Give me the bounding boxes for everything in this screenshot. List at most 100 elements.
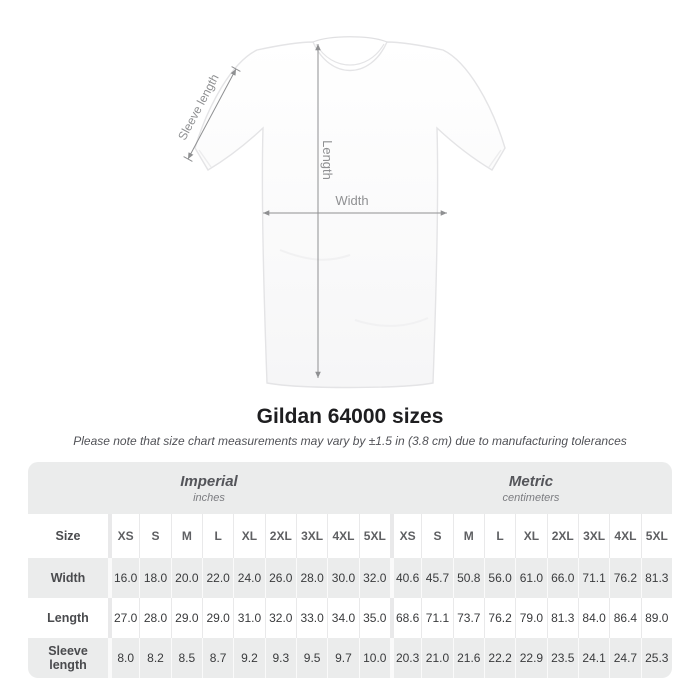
table-cell: 21.0 <box>421 638 453 678</box>
metric-group-header: Metric centimeters <box>389 462 672 514</box>
metric-unit-label: centimeters <box>502 491 560 504</box>
table-cell: 9.5 <box>295 638 328 678</box>
table-row-sleeve-length: Sleeve length 8.0 8.2 8.5 8.7 9.2 9.3 9.… <box>28 638 672 678</box>
table-row-width: Width 16.0 18.0 20.0 22.0 24.0 26.0 28.0… <box>28 558 672 598</box>
table-cell: 20.0 <box>170 558 202 598</box>
size-col-header: XL <box>233 514 265 558</box>
size-col-header: XS <box>108 514 140 558</box>
table-cell: 31.0 <box>233 598 265 638</box>
table-cell: 22.9 <box>515 638 547 678</box>
fabric-wrinkle <box>354 317 429 327</box>
length-label: Length <box>320 140 335 180</box>
size-col-header: M <box>452 514 484 558</box>
size-col-header: S <box>139 514 171 558</box>
table-cell: 71.1 <box>577 558 610 598</box>
size-col-header: 3XL <box>577 514 610 558</box>
size-table-panel: Imperial inches Metric centimeters Size … <box>28 462 672 678</box>
table-cell: 61.0 <box>515 558 547 598</box>
metric-label: Metric <box>508 472 554 490</box>
table-cell: 45.7 <box>421 558 453 598</box>
table-cell: 79.0 <box>515 598 547 638</box>
row-label: Width <box>28 558 108 598</box>
table-cell: 71.1 <box>421 598 453 638</box>
table-cell: 28.0 <box>295 558 328 598</box>
table-cell: 56.0 <box>483 558 516 598</box>
unit-group-row: Imperial inches Metric centimeters <box>28 462 672 514</box>
table-cell: 23.5 <box>546 638 578 678</box>
table-cell: 86.4 <box>609 598 641 638</box>
table-cell: 27.0 <box>108 598 140 638</box>
table-cell: 24.7 <box>609 638 641 678</box>
size-header-cell: Size <box>28 514 108 558</box>
tshirt-collar-inner <box>315 43 385 66</box>
tshirt-collar-back <box>312 36 388 43</box>
table-cell: 66.0 <box>546 558 578 598</box>
size-col-header: L <box>201 514 234 558</box>
table-cell: 22.2 <box>483 638 516 678</box>
table-cell: 30.0 <box>327 558 359 598</box>
size-table: Imperial inches Metric centimeters Size … <box>28 462 672 678</box>
table-cell: 28.0 <box>139 598 171 638</box>
row-label: Length <box>28 598 108 638</box>
table-cell: 50.8 <box>452 558 484 598</box>
size-col-header: 2XL <box>546 514 578 558</box>
table-cell: 76.2 <box>609 558 641 598</box>
tshirt-measurement-diagram: Sleeve length Length Width <box>175 36 506 389</box>
table-cell: 8.7 <box>201 638 234 678</box>
size-col-header: 2XL <box>264 514 296 558</box>
table-cell: 68.6 <box>389 598 422 638</box>
size-col-header: M <box>170 514 202 558</box>
imperial-label: Imperial <box>180 472 238 490</box>
table-cell: 26.0 <box>264 558 296 598</box>
table-cell: 24.0 <box>233 558 265 598</box>
table-row-length: Length 27.0 28.0 29.0 29.0 31.0 32.0 33.… <box>28 598 672 638</box>
tshirt-outline <box>194 41 506 389</box>
table-cell: 84.0 <box>577 598 610 638</box>
size-col-header: XS <box>389 514 422 558</box>
table-cell: 25.3 <box>640 638 672 678</box>
table-cell: 22.0 <box>201 558 234 598</box>
table-cell: 8.0 <box>108 638 140 678</box>
row-label: Sleeve length <box>28 638 108 678</box>
table-cell: 81.3 <box>546 598 578 638</box>
table-cell: 81.3 <box>640 558 672 598</box>
page-title: Gildan 64000 sizes <box>256 405 444 428</box>
table-cell: 9.3 <box>264 638 296 678</box>
size-col-header: 5XL <box>358 514 390 558</box>
table-cell: 73.7 <box>452 598 484 638</box>
tolerance-note: Please note that size chart measurements… <box>73 434 627 448</box>
size-col-header: 4XL <box>327 514 359 558</box>
table-cell: 8.2 <box>139 638 171 678</box>
table-cell: 40.6 <box>389 558 422 598</box>
size-col-header: 4XL <box>609 514 641 558</box>
table-cell: 18.0 <box>139 558 171 598</box>
table-cell: 9.2 <box>233 638 265 678</box>
table-cell: 21.6 <box>452 638 484 678</box>
table-cell: 29.0 <box>201 598 234 638</box>
imperial-unit-label: inches <box>193 491 225 504</box>
table-cell: 32.0 <box>264 598 296 638</box>
imperial-group-header: Imperial inches <box>28 462 390 514</box>
table-cell: 35.0 <box>358 598 390 638</box>
table-cell: 16.0 <box>108 558 140 598</box>
right-sleeve-seam <box>488 149 502 168</box>
table-cell: 10.0 <box>358 638 390 678</box>
table-cell: 29.0 <box>170 598 202 638</box>
width-label: Width <box>335 193 368 208</box>
size-col-header: 3XL <box>295 514 328 558</box>
table-cell: 32.0 <box>358 558 390 598</box>
table-cell: 9.7 <box>327 638 359 678</box>
table-cell: 24.1 <box>577 638 610 678</box>
table-cell: 34.0 <box>327 598 359 638</box>
size-header-row: Size XS S M L XL 2XL 3XL 4XL 5XL XS S M … <box>28 514 672 558</box>
table-cell: 76.2 <box>483 598 516 638</box>
size-col-header: S <box>421 514 453 558</box>
size-col-header: XL <box>515 514 547 558</box>
table-cell: 33.0 <box>295 598 328 638</box>
sleeve-length-arrow <box>183 66 241 162</box>
size-col-header: L <box>483 514 516 558</box>
table-cell: 20.3 <box>389 638 422 678</box>
table-cell: 8.5 <box>170 638 202 678</box>
table-cell: 89.0 <box>640 598 672 638</box>
